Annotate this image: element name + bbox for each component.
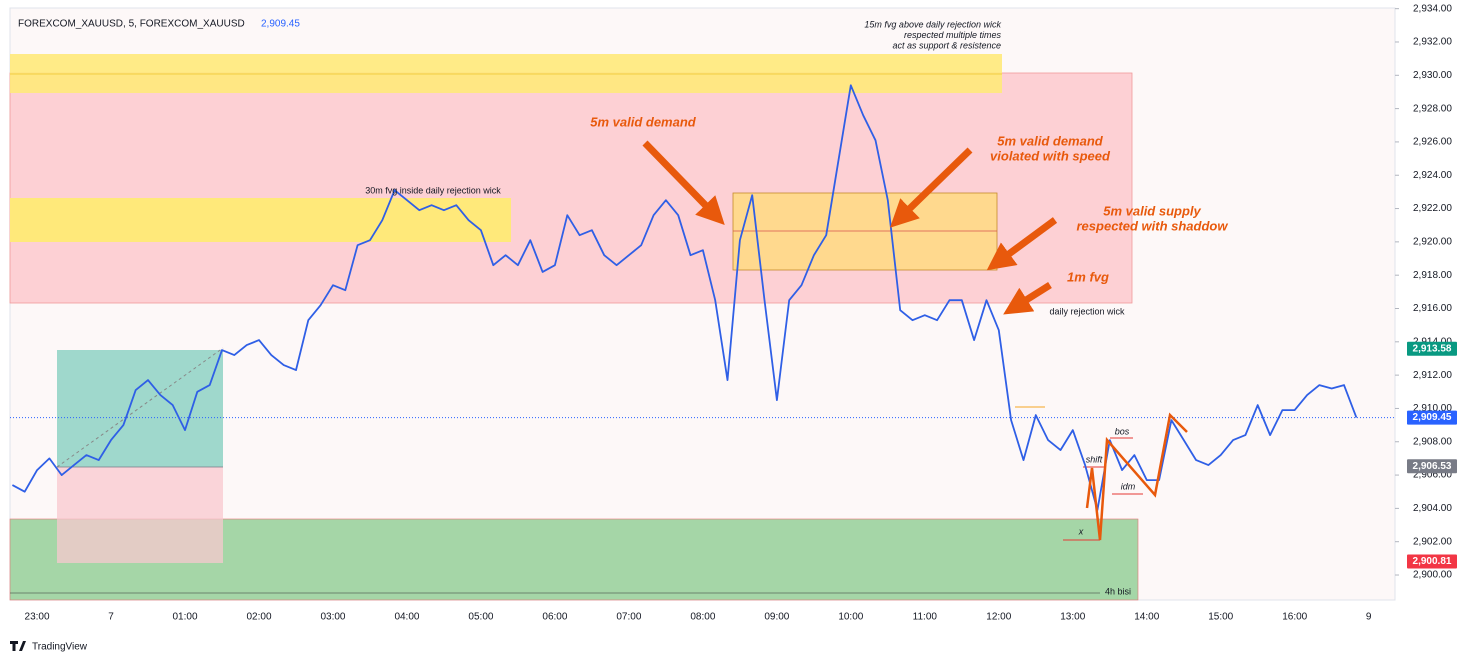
x-tick-label: 14:00 (1134, 612, 1159, 623)
y-tick-label: 2,928.00 (1413, 103, 1452, 114)
long-loss-box (57, 467, 223, 563)
price-line (11, 84, 1358, 511)
annotation: 5m valid supply (1103, 203, 1201, 218)
annotation: 4h bisi (1105, 586, 1131, 596)
price-tag (1407, 554, 1457, 569)
price-tag-label: 2,913.58 (1413, 343, 1452, 354)
x-tick-label: 03:00 (320, 612, 345, 623)
fvg-15m-zone (10, 54, 1002, 93)
axes: 2,900.00 2,902.00 2,904.00 2,906.00 2,908.00… (25, 3, 1457, 623)
annotation: x (1078, 526, 1084, 536)
annotation: idm (1121, 481, 1136, 491)
annotation: act as support & resistence (892, 40, 1001, 50)
annotation: respected with shaddow (1077, 218, 1229, 233)
annotation: 15m fvg above daily rejection wick (864, 19, 1001, 29)
x-tick-label: 06:00 (542, 612, 567, 623)
arrow (986, 217, 1058, 271)
y-tick-label: 2,924.00 (1413, 170, 1452, 181)
price-tag (1407, 459, 1457, 474)
annotation: 1m fvg (1067, 269, 1109, 284)
x-tick-label: 23:00 (25, 612, 50, 623)
y-tick-label: 2,934.00 (1413, 3, 1452, 14)
arrow (889, 147, 973, 228)
annotation: shift (1086, 454, 1103, 464)
x-tick-label: 13:00 (1060, 612, 1085, 623)
long-profit-box (57, 350, 223, 467)
symbol: FOREXCOM_XAUUSD, 5, FOREXCOM_XAUUSD (18, 19, 245, 30)
annotation: 30m fvg inside daily rejection wick (365, 185, 501, 195)
x-tick-label: 7 (108, 612, 114, 623)
annotation: violated with speed (990, 148, 1111, 163)
overlay: 15m fvg above daily rejection wickrespec… (365, 19, 1228, 596)
brand: TradingView (32, 642, 88, 653)
y-tick-label: 2,908.00 (1413, 436, 1452, 447)
y-tick-label: 2,916.00 (1413, 303, 1452, 314)
x-tick-label: 10:00 (838, 612, 863, 623)
x-tick-label: 01:00 (173, 612, 198, 623)
arrow (642, 140, 725, 226)
y-tick-label: 2,926.00 (1413, 137, 1452, 148)
structure-zigzag (1085, 412, 1188, 541)
x-tick-label: 09:00 (764, 612, 789, 623)
x-tick-label: 12:00 (986, 612, 1011, 623)
y-tick-label: 2,920.00 (1413, 237, 1452, 248)
price-tag-label: 2,909.45 (1413, 412, 1452, 423)
annotation: 5m valid demand (590, 114, 697, 129)
y-tick-label: 2,904.00 (1413, 503, 1452, 514)
x-tick-label: 04:00 (394, 612, 419, 623)
y-tick-label: 2,900.00 (1413, 570, 1452, 581)
plot (10, 84, 1395, 511)
price-tag-label: 2,900.81 (1413, 556, 1452, 567)
last-price: 2,909.45 (261, 19, 300, 30)
annotation: 5m valid demand (997, 133, 1104, 148)
y-tick-label: 2,922.00 (1413, 203, 1452, 214)
x-tick-label: 02:00 (246, 612, 271, 623)
annotation: respected multiple times (904, 30, 1002, 40)
fvg-30m-zone (10, 198, 511, 242)
x-tick-label: 16:00 (1282, 612, 1307, 623)
annotation: bos (1115, 426, 1130, 436)
x-tick-label: 11:00 (913, 612, 938, 623)
price-tag-label: 2,906.53 (1413, 461, 1452, 472)
x-tick-label: 15:00 (1208, 612, 1233, 623)
x-tick-label: 9 (1366, 612, 1372, 623)
y-tick-label: 2,906.00 (1413, 470, 1452, 481)
y-tick-label: 2,918.00 (1413, 270, 1452, 281)
arrow (1003, 282, 1052, 315)
trade-path (56, 347, 224, 468)
x-tick-label: 07:00 (616, 612, 641, 623)
price-tag (1407, 410, 1457, 425)
annotation: daily rejection wick (1049, 306, 1125, 316)
x-tick-label: 08:00 (690, 612, 715, 623)
price-tag (1407, 341, 1457, 356)
zones (9, 54, 1143, 601)
y-tick-label: 2,930.00 (1413, 70, 1452, 81)
x-tick-label: 05:00 (468, 612, 493, 623)
y-tick-label: 2,912.00 (1413, 370, 1452, 381)
demand-zone (732, 192, 998, 271)
y-tick-label: 2,902.00 (1413, 536, 1452, 547)
y-tick-label: 2,910.00 (1413, 403, 1452, 414)
brand-logo: TradingView (10, 641, 88, 653)
y-tick-label: 2,932.00 (1413, 37, 1452, 48)
